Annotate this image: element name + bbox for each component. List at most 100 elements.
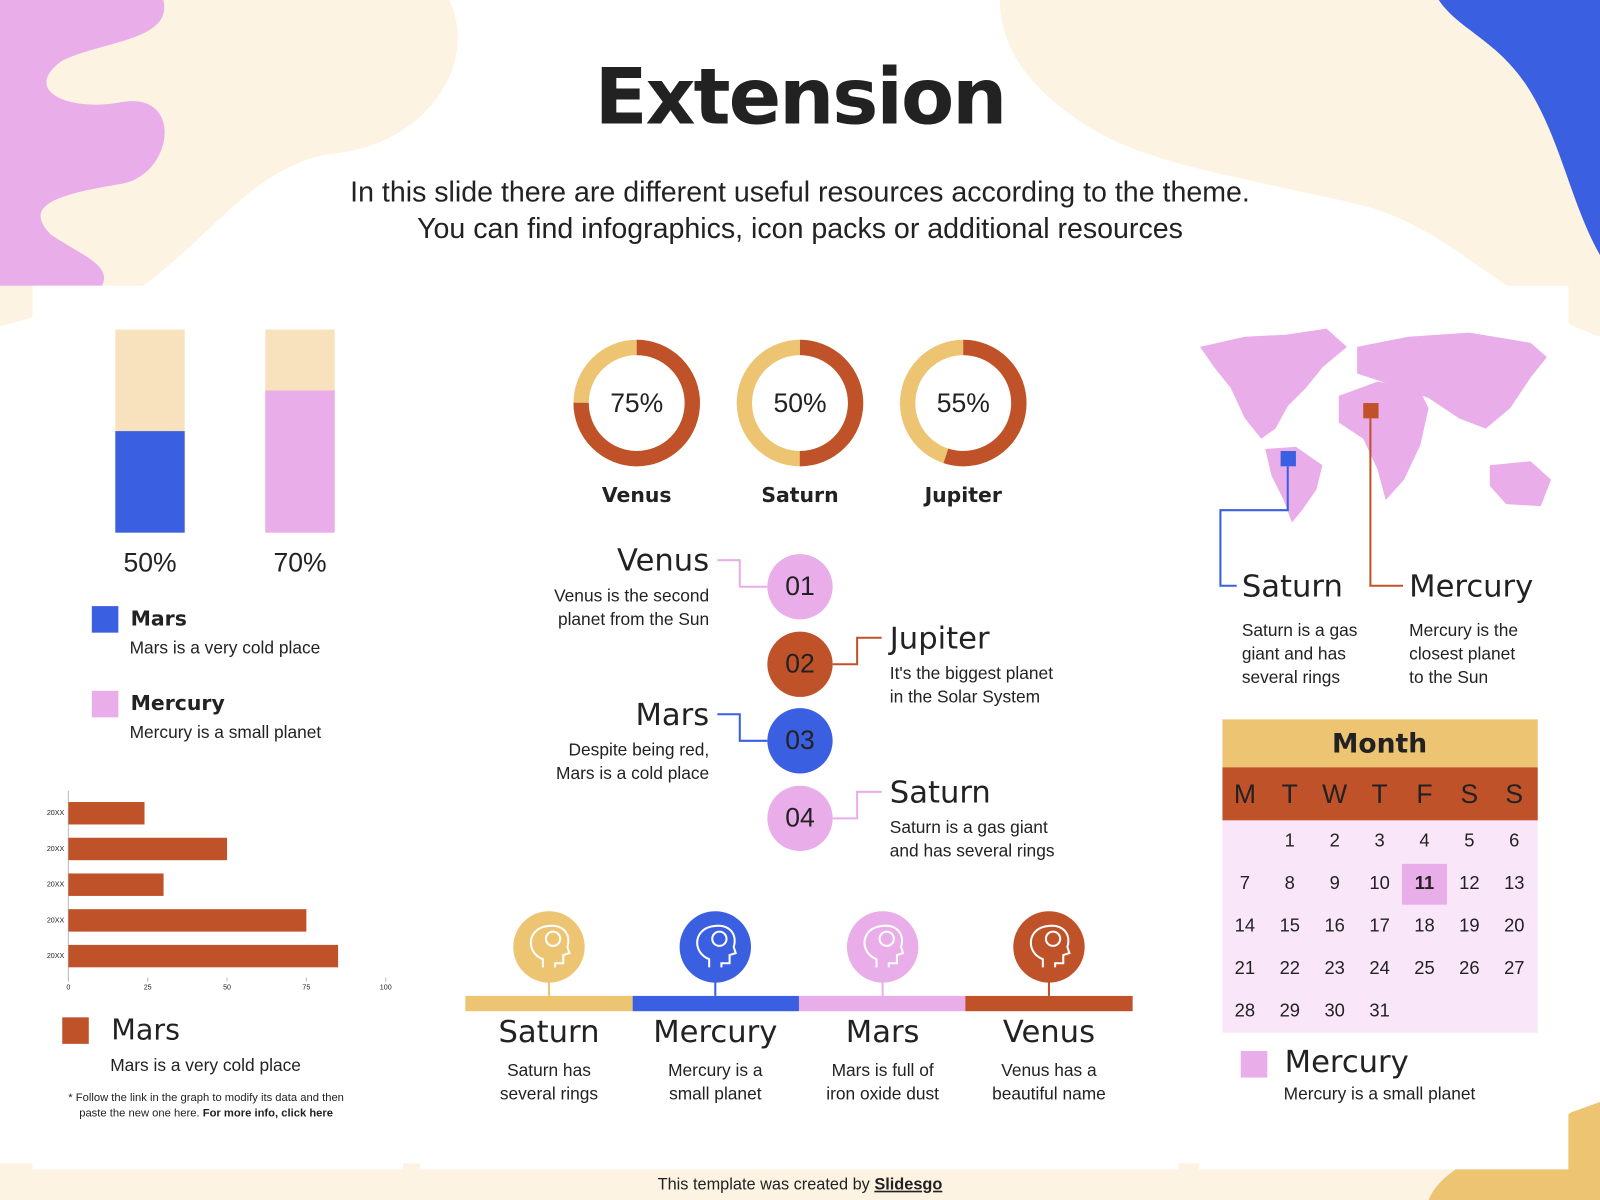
map-marker [1363, 403, 1379, 419]
icon-text: Mercury is a [668, 1060, 763, 1080]
connector [717, 559, 768, 588]
step-name: Jupiter [888, 621, 990, 656]
x-tick-label: 0 [66, 984, 70, 992]
icon-circle [679, 911, 752, 983]
marker-text: several rings [1242, 667, 1341, 687]
day: 25 [1414, 957, 1434, 978]
marker-text: Mercury is the [1409, 620, 1518, 640]
donut-label: 75% [610, 388, 663, 418]
icon-circle [1013, 911, 1085, 983]
icon-text: iron oxide dust [826, 1083, 939, 1103]
weekday: T [1371, 779, 1387, 809]
footer-link[interactable]: Slidesgo [874, 1176, 942, 1194]
day: 17 [1369, 915, 1389, 936]
note-link[interactable]: For more info, click here [203, 1107, 333, 1119]
icon-circle [513, 911, 585, 983]
day: 21 [1235, 957, 1255, 978]
y-tick-label: 20XX [47, 916, 65, 924]
day: 13 [1504, 872, 1524, 893]
step-text: and has several rings [890, 841, 1055, 861]
day: 23 [1324, 957, 1344, 978]
day: 6 [1509, 830, 1519, 851]
icon-text: Mars is full of [832, 1060, 934, 1080]
day: 26 [1459, 957, 1479, 978]
legend-swatch [62, 1017, 89, 1044]
weekday: M [1234, 779, 1256, 809]
icon-text: several rings [500, 1083, 599, 1103]
step-circle [767, 785, 833, 852]
step-number: 01 [785, 571, 815, 601]
step-text: in the Solar System [890, 687, 1040, 707]
x-tick-label: 50 [223, 984, 231, 992]
continent [1265, 446, 1323, 523]
donut-arc [899, 339, 1027, 467]
bar-segment [465, 995, 633, 1012]
weekday: T [1282, 779, 1298, 809]
continent [1357, 332, 1547, 429]
step-text: Despite being red, [569, 740, 710, 760]
icon-name: Venus [1003, 1015, 1095, 1050]
day: 11 [1415, 872, 1434, 893]
y-tick-label: 20XX [47, 809, 65, 817]
weekday: S [1505, 779, 1523, 809]
icon-detail [711, 930, 728, 947]
donut-arc [736, 339, 864, 467]
day: 12 [1459, 872, 1479, 893]
legend-text: Mars is a very cold place [130, 638, 321, 658]
day: 4 [1419, 830, 1429, 851]
note: * Follow the link in the graph to modify… [68, 1092, 344, 1104]
step-number: 03 [785, 725, 815, 755]
day: 31 [1369, 999, 1389, 1020]
day: 22 [1280, 957, 1300, 978]
title: Extension [595, 53, 1006, 143]
marker-name: Mercury [1409, 569, 1533, 604]
bar [68, 944, 339, 968]
donut-name: Venus [602, 483, 672, 507]
marker-text: closest planet [1409, 644, 1515, 664]
continent [1338, 381, 1429, 500]
donut-name: Jupiter [923, 483, 1002, 507]
step-text: Venus is the second [554, 586, 709, 606]
icon-name: Mercury [653, 1015, 777, 1050]
day: 9 [1330, 872, 1340, 893]
day: 1 [1285, 830, 1295, 851]
note-text: paste the new one here. [79, 1107, 199, 1119]
bar-label: 70% [273, 547, 326, 577]
legend-text: Mercury is a small planet [130, 722, 322, 742]
y-tick-label: 20XX [47, 845, 65, 853]
bar [68, 909, 307, 932]
donut-name: Saturn [761, 483, 838, 507]
panel [32, 285, 404, 1170]
legend-text: Mercury is a small planet [1284, 1083, 1476, 1103]
calendar-body [1222, 820, 1538, 1033]
day: 20 [1504, 915, 1524, 936]
step-number: 04 [785, 802, 815, 832]
day: 24 [1369, 957, 1389, 978]
legend-swatch [1240, 1051, 1268, 1078]
head-icon [863, 924, 905, 968]
day: 16 [1324, 915, 1344, 936]
day: 29 [1280, 999, 1300, 1020]
icon-name: Saturn [498, 1015, 599, 1050]
blob [1438, 0, 1600, 256]
connector [717, 713, 768, 742]
day: 27 [1504, 957, 1524, 978]
marker-text: Saturn is a gas [1242, 620, 1358, 640]
head-icon [1029, 924, 1071, 968]
bar [68, 837, 228, 861]
bar [68, 873, 164, 896]
step-circle [767, 554, 833, 620]
step-text: Saturn is a gas giant [890, 817, 1048, 837]
subtitle: In this slide there are different useful… [350, 176, 1250, 208]
day: 30 [1324, 999, 1344, 1020]
step-text: Mars is a cold place [556, 763, 709, 783]
world-map [1199, 328, 1552, 523]
bar [68, 802, 145, 825]
continent [1489, 461, 1552, 507]
icon-text: small planet [669, 1083, 762, 1103]
connector [832, 636, 882, 666]
legend-swatch [91, 690, 119, 718]
